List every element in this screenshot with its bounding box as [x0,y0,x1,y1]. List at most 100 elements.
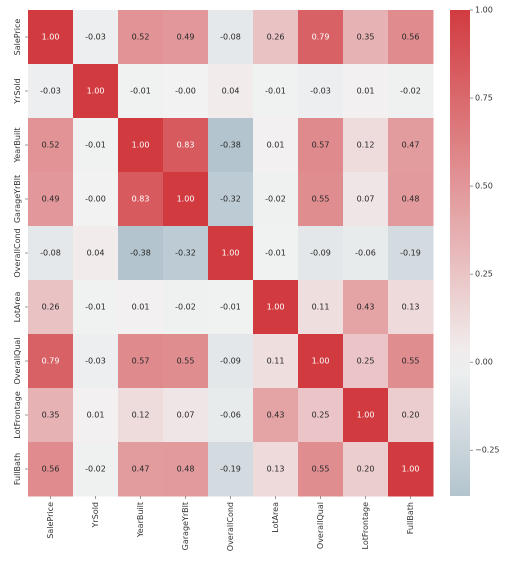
row-tick-label: LotArea [13,292,22,323]
col-tick-labels: SalePrice YrSold YearBuilt GarageYrBlt Overa… [46,496,415,551]
heatmap-cell [388,118,434,173]
cell-value-label: 1.00 [132,141,150,150]
heatmap-cell [208,10,254,65]
heatmap-cell [28,442,74,497]
cell-value-label: -0.03 [40,87,61,96]
cell-value-label: 0.52 [132,33,150,42]
heatmap-cell [163,226,209,281]
heatmap-cell [73,442,119,497]
colorbar-tick-label: 1.00 [475,6,493,15]
cell-value-label: -0.01 [265,249,286,258]
cell-value-label: 1.00 [312,357,330,366]
heatmap-cell [118,10,164,65]
cell-value-label: 0.55 [402,357,420,366]
row-tick-label: LotFrontage [13,391,22,439]
cell-value-label: 0.04 [87,249,105,258]
heatmap-cell [388,226,434,281]
heatmap-cell [163,64,209,119]
heatmap-cell [343,280,389,335]
cell-value-label: 1.00 [87,87,105,96]
heatmap-cell [343,442,389,497]
heatmap-cell [253,64,299,119]
heatmap-cell [208,334,254,389]
heatmap-cell [253,118,299,173]
cell-value-label: 0.52 [42,141,60,150]
heatmap-cell [163,388,209,443]
heatmap-cell [388,334,434,389]
heatmap-cell [163,10,209,65]
heatmap-cell [163,118,209,173]
heatmap-cell [118,442,164,497]
cell-value-label: -0.19 [400,249,421,258]
colorbar-tick-label: 0.00 [475,358,493,367]
cell-value-label: 1.00 [357,411,375,420]
cell-value-label: -0.09 [310,249,331,258]
cell-value-label: 0.01 [87,411,105,420]
col-tick-label: LotFrontage [361,502,370,550]
heatmap-cell [253,226,299,281]
heatmap-cell [118,172,164,227]
cell-value-label: 0.12 [132,411,150,420]
colorbar-gradient [450,10,470,496]
cell-value-label: -0.06 [355,249,376,258]
cell-value-label: 0.25 [357,357,375,366]
cell-value-label: 0.25 [312,411,330,420]
cell-value-label: -0.02 [265,195,286,204]
cell-value-label: -0.38 [130,249,151,258]
heatmap-cell [253,280,299,335]
row-tick-label: OverallQual [13,337,22,384]
cell-value-label: 0.79 [312,33,330,42]
heatmap-cell [298,280,344,335]
colorbar-tick-label: 0.25 [475,270,493,279]
heatmap-cell [118,118,164,173]
cell-value-label: -0.00 [85,195,106,204]
heatmap-cell [163,172,209,227]
cell-value-label: 0.55 [177,357,195,366]
col-tick-label: SalePrice [46,502,55,539]
cell-value-label: 0.04 [222,87,240,96]
colorbar-ticks: −0.25 0.00 0.25 0.50 0.75 1.00 [470,6,500,455]
col-tick-label: OverallQual [316,502,325,549]
cell-value-label: 0.11 [312,303,330,312]
heatmap-cell [343,388,389,443]
heatmap-cell [298,10,344,65]
cell-value-label: 1.00 [42,33,60,42]
cell-value-label: 0.26 [42,303,60,312]
heatmap-cell [163,442,209,497]
heatmap-cell [28,118,74,173]
cell-value-label: 0.07 [177,411,195,420]
cell-value-label: 0.07 [357,195,375,204]
cell-value-label: 0.13 [402,303,420,312]
heatmap-cell [208,118,254,173]
heatmap-cell [73,10,119,65]
cell-value-label: 0.11 [267,357,285,366]
heatmap-cell [28,172,74,227]
row-tick-label: GarageYrBlt [13,175,22,223]
cell-value-label: 0.56 [42,465,60,474]
cell-value-label: -0.01 [220,303,241,312]
heatmap-cell [208,280,254,335]
cell-value-label: -0.01 [85,303,106,312]
cell-value-label: 0.13 [267,465,285,474]
heatmap-cell [388,442,434,497]
colorbar-tick-label: 0.50 [475,182,493,191]
cell-value-label: -0.03 [85,357,106,366]
col-tick-label: LotArea [271,502,280,533]
row-tick-label: SalePrice [13,19,22,56]
heatmap-cell [388,10,434,65]
cell-value-label: -0.02 [175,303,196,312]
heatmap-cell [298,118,344,173]
heatmap-cell [298,64,344,119]
cell-value-label: 0.48 [177,465,195,474]
heatmap-cell [163,280,209,335]
cell-value-label: 0.49 [177,33,195,42]
cell-value-label: 0.12 [357,141,375,150]
heatmap-cell [28,10,74,65]
heatmap-cell [343,226,389,281]
cell-value-label: 0.01 [267,141,285,150]
colorbar: −0.25 0.00 0.25 0.50 0.75 1.00 [450,6,500,496]
cell-value-label: -0.00 [175,87,196,96]
cell-value-label: -0.02 [400,87,421,96]
cell-value-label: -0.03 [310,87,331,96]
